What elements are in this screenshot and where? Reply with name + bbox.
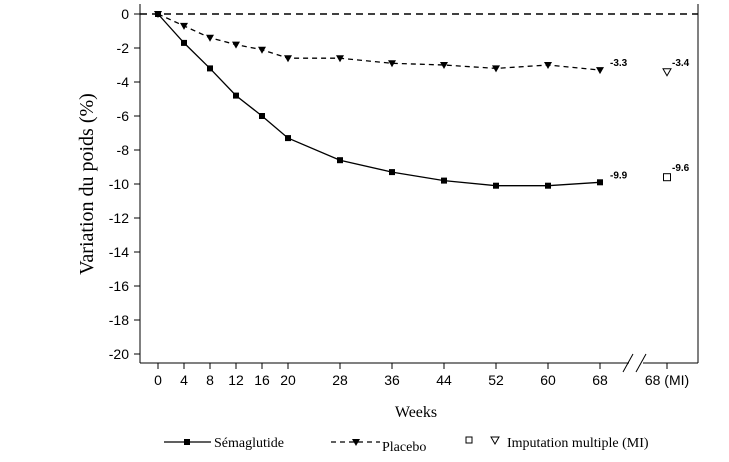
semaglutide-point [285,135,291,142]
x-tick-label: 52 [488,372,504,388]
y-axis-title: Variation du poids (%) [76,93,98,275]
semaglutide-point [207,65,213,72]
placebo-point [232,41,240,49]
x-tick-label: 44 [436,372,452,388]
y-tick-label: -20 [109,346,129,362]
placebo-point [180,22,188,30]
semaglutide-point [389,169,395,176]
axis-break-mark-2 [635,353,647,373]
legend-mi-triangle-marker [490,436,500,446]
legend-item-mi: Imputation multiple (MI) [465,436,649,451]
x-tick-label: 68 [592,372,608,388]
x-tick-label: 36 [384,372,400,388]
y-tick-label: -4 [117,74,130,90]
legend-semaglutide-marker [184,439,190,445]
placebo-point [544,62,552,69]
x-tick-label: 8 [206,372,214,388]
placebo-point [154,11,162,18]
semaglutide-point [181,39,187,46]
x-axis-title: Weeks [395,404,437,421]
semaglutide-point [233,92,239,99]
legend-item-semaglutide: Sémaglutide [164,436,284,451]
placebo-end-label: -3.3 [610,58,628,69]
x-tick-label: 16 [254,372,270,388]
x-tick-label-mi: 68 (MI) [645,372,689,388]
mi-semaglutide-point [663,173,671,182]
y-tick-label: -8 [117,142,130,158]
placebo-point [284,55,292,63]
placebo-point [206,34,214,42]
legend-placebo-label: Placebo [382,440,426,455]
placebo-point [596,67,604,75]
x-tick-label: 20 [280,372,296,388]
placebo-point [440,62,448,69]
semaglutide-end-label: -9.9 [610,170,628,181]
semaglutide-line [157,13,601,187]
legend-item-placebo: Placebo [331,439,426,455]
legend-placebo-marker [352,439,360,446]
legend-mi-label: Imputation multiple (MI) [507,436,649,451]
y-tick-label: -16 [109,278,129,294]
x-tick-label: 60 [540,372,556,388]
placebo-point [492,65,500,73]
x-tick-label: 0 [154,372,162,388]
y-ticks: 0 -2 -4 -6 -8 -10 -12 -14 -16 -18 -20 [109,6,140,362]
legend-semaglutide-label: Sémaglutide [214,436,284,451]
x-tick-label: 28 [332,372,348,388]
mi-semaglutide-label: -9.6 [672,163,690,174]
semaglutide-point [259,113,265,119]
y-tick-label: -6 [117,108,130,124]
axis-break-mark-1 [622,353,634,373]
legend-mi-square-marker [465,436,473,444]
semaglutide-point [597,179,603,186]
x-tick-label: 4 [180,372,188,388]
semaglutide-point [545,182,551,189]
y-tick-label: -10 [109,176,129,192]
mi-placebo-point [662,68,672,77]
y-tick-label: -2 [117,40,130,56]
multiple-imputation-layer: -9.6 -3.4 [662,58,690,182]
y-tick-label: -12 [109,210,129,226]
legend: Sémaglutide Placebo Imputation multiple … [164,436,649,455]
series-layer: -9.9 -3.3 [154,11,628,189]
placebo-point [388,60,396,68]
mi-placebo-label: -3.4 [672,58,690,69]
placebo-point [258,46,266,54]
semaglutide-point [493,182,499,189]
x-tick-label: 12 [228,372,244,388]
placebo-point [336,55,344,63]
semaglutide-point [337,157,343,164]
y-tick-label: -14 [109,244,129,260]
y-tick-label: 0 [121,6,129,22]
x-ticks: 0 4 8 12 16 20 28 36 44 52 60 68 68 (MI) [154,363,689,388]
placebo-line [157,13,601,71]
semaglutide-point [441,177,447,184]
y-tick-label: -18 [109,312,129,328]
